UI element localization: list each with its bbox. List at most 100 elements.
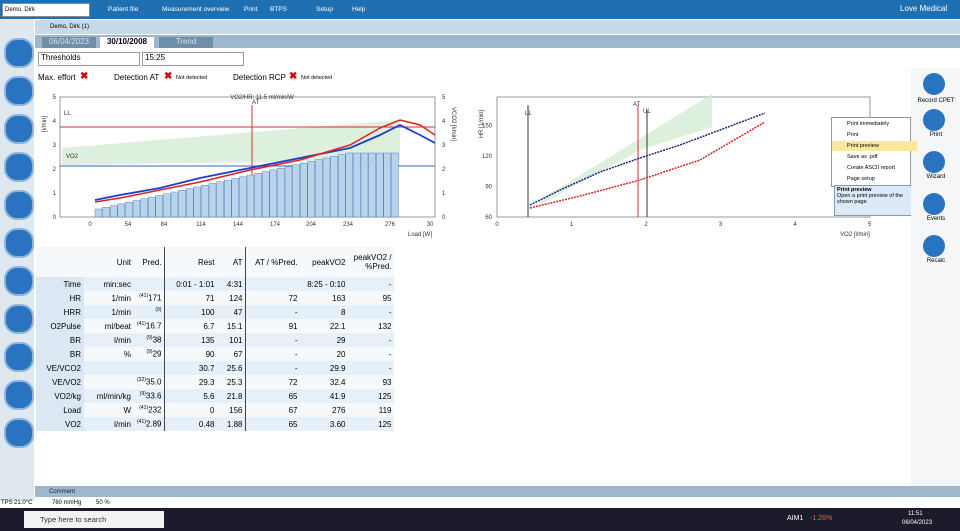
date: 06/04/2023 [902,520,933,526]
nav-icon[interactable] [4,152,34,182]
menu-item[interactable]: Print preview [832,141,917,151]
toolbar-button[interactable]: BTPS [270,6,287,13]
tooltip-text: Open a print preview of the shown page [837,193,904,205]
cell: 72 [288,377,298,387]
cell: 5.6 [203,391,215,401]
toolbar-button[interactable]: Patient file [108,6,139,13]
tooltip-title: Print preview [837,187,872,193]
menu-item[interactable]: Print [847,132,859,138]
search-box[interactable]: Type here to search [24,511,164,528]
nav-icon[interactable] [4,342,34,372]
chart-title: VO2/HR: 11.5 ml/min/W [230,95,294,101]
nav-icon[interactable] [4,76,34,106]
row: HRR 1/min (9) 100 47 - 8 - [36,305,395,319]
cell: - [388,307,392,317]
cell: VO2/kg [36,389,84,403]
cell: 22.1 [329,321,346,331]
side-button[interactable]: Print [929,132,943,138]
cell: 0 [210,405,215,415]
cell: (9)33.6 [134,389,166,403]
cell: - [388,335,392,345]
bar-deco [125,201,133,218]
pred-ref: (41) [137,321,146,328]
cell: 125 [378,419,392,429]
tab[interactable]: Trend [159,37,213,48]
nav-icon[interactable] [4,380,34,410]
flag-x: ✖ [80,71,89,82]
menu-item[interactable]: Create ASCII report [847,165,895,171]
patient: Demo, Dirk [5,7,36,13]
hr-curve [529,112,766,206]
bars [94,152,399,218]
nav-icon[interactable] [4,266,34,296]
patient-select[interactable]: Demo, Dirk [2,3,90,17]
bar-deco [94,208,103,218]
bar-deco [246,174,255,218]
cell: 15.1 [217,319,247,333]
bar-deco [223,179,232,218]
nav-icon[interactable] [4,418,34,448]
tab[interactable]: 30/10/2008 [100,37,154,48]
header-bar [35,20,960,34]
toolbar-button[interactable]: Setup [316,6,333,13]
cell: 1.88 [217,417,247,431]
y2-tick-label: 5 [442,95,446,101]
side-button[interactable]: Recalc [926,258,946,264]
cell: - [388,349,392,359]
cell: 93 [382,377,392,387]
cell: l/min [114,335,131,345]
cell: Load [36,403,84,417]
toolbar-button[interactable]: Help [352,6,366,13]
select[interactable]: 15:25 [142,52,244,66]
cell: 29.9 [329,363,346,373]
cell: 90 [205,349,215,359]
pred-value: 33.6 [145,391,162,401]
nav-icon[interactable] [4,228,34,258]
side-icon [923,151,945,173]
menu-item[interactable]: Print immediately [847,121,890,127]
pred-ref: (9) [155,307,162,314]
bar-deco [109,205,118,218]
menu-item[interactable]: Page setup [847,176,875,182]
cell: VE/VO2 [36,375,84,389]
side-icon [923,235,945,257]
nav-icon[interactable] [4,38,34,68]
toolbar-button[interactable]: Print [244,6,258,13]
cell: VE/VCO2 [36,361,84,375]
cell: 8:25 - 0:10 [307,279,346,289]
menu-item[interactable]: Save as .pdf [847,154,878,160]
toolbar-button[interactable]: Measurement overview [162,6,230,13]
nav-icon[interactable] [4,114,34,144]
cell: 29.3 [198,377,215,387]
x-tick-label: 204 [306,222,317,228]
side-button[interactable]: Events [926,216,946,222]
nav-icon[interactable] [4,190,34,220]
vco2-curve [94,119,436,203]
y-tick-label: 5 [53,95,57,101]
side-button[interactable]: Record CPET [917,98,955,104]
cell: 67 [217,347,247,361]
select[interactable]: Thresholds [38,52,140,66]
x-tick-label: 276 [385,222,396,228]
nav-icon[interactable] [4,304,34,334]
cell: % [123,349,131,359]
cell: 41.9 [329,391,346,401]
menu [831,117,911,187]
bar-deco [216,181,224,218]
cell: 25.3 [217,375,247,389]
bar-deco [391,152,399,218]
bar-deco [277,167,285,218]
row: VO2 l/min (41)2.89 0.48 1.88 65 3.60 125 [36,417,395,431]
cell: VO2 [36,417,84,431]
bar-deco [300,162,308,218]
cell: 91 [288,321,298,331]
bar-deco [360,152,369,218]
cell: 0.48 [198,419,215,429]
pred-value: 2.89 [145,419,162,429]
row: Load W (41)232 0 156 67 276 119 [36,403,395,417]
flag-status: Not detected [301,75,333,81]
tab[interactable]: 06/04/2023 [42,37,96,48]
bar-deco [132,200,141,218]
side-button[interactable]: Wizard [926,174,946,180]
